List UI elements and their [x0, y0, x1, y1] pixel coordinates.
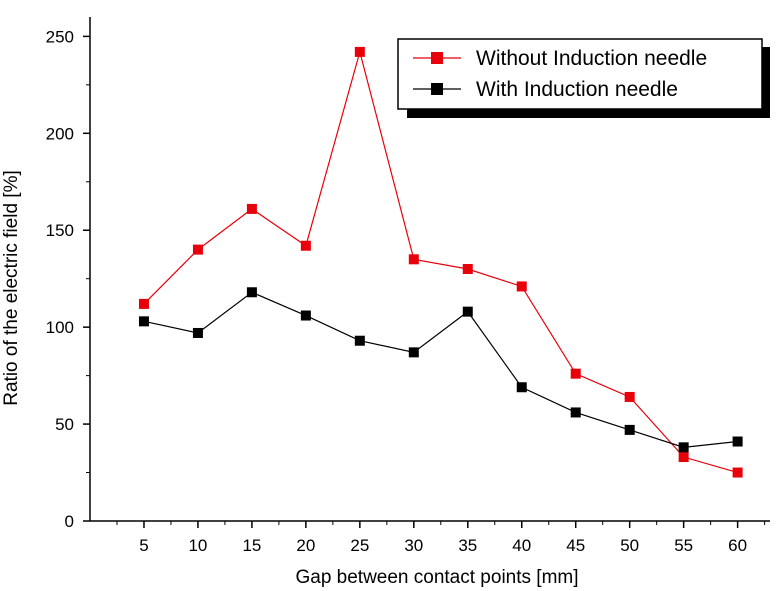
data-point-series-0 — [516, 281, 527, 292]
data-point-series-1 — [516, 382, 527, 393]
data-point-series-0 — [624, 391, 635, 402]
legend-marker-1 — [431, 83, 443, 95]
data-point-series-1 — [246, 287, 257, 298]
data-point-series-0 — [300, 240, 311, 251]
y-tick-label: 100 — [46, 318, 74, 337]
data-point-series-1 — [192, 327, 203, 338]
data-point-series-0 — [462, 264, 473, 274]
x-tick-label: 5 — [139, 536, 148, 555]
legend-box — [397, 38, 763, 110]
data-point-series-1 — [408, 347, 419, 358]
legend-marker-0 — [431, 52, 443, 64]
data-point-series-1 — [462, 306, 473, 317]
series-line-0 — [143, 49, 738, 474]
data-point-series-0 — [570, 368, 581, 379]
x-tick-label: 60 — [728, 536, 747, 555]
data-point-series-1 — [624, 424, 635, 435]
legend-label-1: With Induction needle — [476, 78, 678, 101]
y-ticks: 0 50 100 150 200 250 — [46, 27, 90, 531]
x-tick-label: 40 — [512, 536, 531, 555]
x-tick-label: 45 — [566, 536, 585, 555]
y-tick-label: 200 — [46, 124, 74, 143]
y-tick-label: 150 — [46, 221, 74, 240]
data-point-series-1 — [678, 442, 689, 453]
x-tick-label: 20 — [296, 536, 315, 555]
legend: Without Induction needle With Induction n… — [397, 38, 770, 118]
x-tick-label: 15 — [242, 536, 261, 555]
data-point-series-0 — [732, 467, 743, 478]
x-ticks: 5 10 15 20 25 30 35 40 45 50 55 60 — [116, 521, 766, 555]
series-line-1 — [143, 291, 738, 448]
data-point-series-1 — [354, 335, 365, 346]
y-tick-label: 250 — [46, 27, 74, 46]
x-tick-label: 25 — [350, 536, 369, 555]
series-layer — [138, 46, 743, 478]
data-point-series-1 — [138, 316, 149, 327]
y-tick-label: 50 — [55, 415, 74, 434]
y-axis-title: Ratio of the electric field [%] — [1, 170, 22, 406]
data-point-series-0 — [192, 244, 203, 255]
data-point-series-0 — [138, 298, 149, 309]
x-tick-label: 55 — [674, 536, 693, 555]
x-axis-title: Gap between contact points [mm] — [295, 567, 578, 588]
y-tick-label: 0 — [65, 512, 74, 531]
x-tick-label: 35 — [458, 536, 477, 555]
data-point-series-1 — [570, 407, 581, 418]
data-point-series-0 — [246, 203, 257, 214]
legend-label-0: Without Induction needle — [476, 47, 707, 70]
x-tick-label: 10 — [188, 536, 207, 555]
data-point-series-0 — [408, 254, 419, 265]
x-tick-label: 30 — [404, 536, 423, 555]
data-point-series-0 — [354, 46, 365, 57]
x-tick-label: 50 — [620, 536, 639, 555]
data-point-series-0 — [678, 452, 689, 463]
data-point-series-1 — [300, 310, 311, 321]
data-point-series-1 — [732, 436, 743, 447]
